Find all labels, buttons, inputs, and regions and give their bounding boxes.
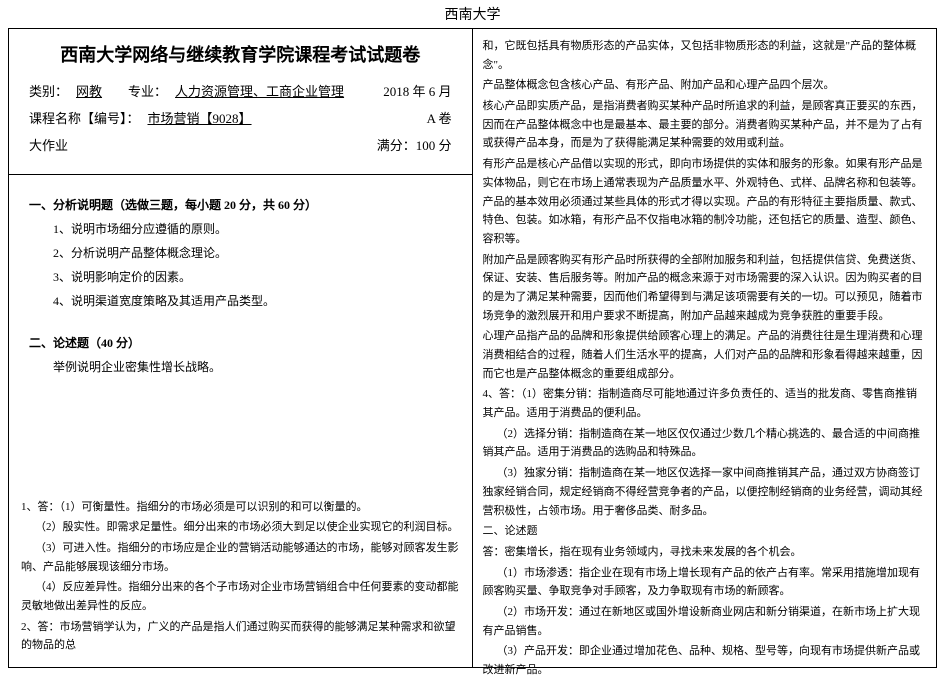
r-p7: 4、答：（1）密集分销：指制造商尽可能地通过许多负责任的、适当的批发商、零售商推… <box>483 385 927 422</box>
r-p13: （2）市场开发：通过在新地区或国外增设新商业网店和新分销渠道，在新市场上扩大现有… <box>483 603 927 640</box>
r-p2: 产品整体概念包含核心产品、有形产品、附加产品和心理产品四个层次。 <box>483 76 927 95</box>
r-p6: 心理产品指产品的品牌和形象提供给顾客心理上的满足。产品的消费往往是生理消费和心理… <box>483 327 927 383</box>
meta-row-1: 类别： 网教 专业： 人力资源管理、工商企业管理 2018 年 6 月 <box>29 81 452 100</box>
ans-line-5: 2、答：市场营销学认为，广义的产品是指人们通过购买而获得的能够满足某种需求和欲望… <box>21 618 460 655</box>
ans-line-1: 1、答：（1）可衡量性。指细分的市场必须是可以识别的和可以衡量的。 <box>21 498 460 517</box>
university-name: 西南大学 <box>0 0 945 28</box>
q1-1: 1、说明市场细分应遵循的原则。 <box>29 217 452 241</box>
type-label: 类别： <box>29 81 68 100</box>
exam-title: 西南大学网络与继续教育学院课程考试试题卷 <box>29 41 452 67</box>
course-value: 市场营销【9028】 <box>146 108 254 127</box>
ans-line-3: （3）可进入性。指细分的市场应是企业的营销活动能够通达的市场，能够对顾客发生影响… <box>21 539 460 576</box>
date-value: 2018 年 6 月 <box>383 81 451 100</box>
q1-3: 3、说明影响定价的因素。 <box>29 265 452 289</box>
major-value: 人力资源管理、工商企业管理 <box>173 81 346 100</box>
answers-bottom: 1、答：（1）可衡量性。指细分的市场必须是可以识别的和可以衡量的。 （2）殷实性… <box>9 490 472 668</box>
r-p5: 附加产品是顾客购买有形产品时所获得的全部附加服务和利益，包括提供信贷、免费送货、… <box>483 251 927 326</box>
ans-line-4: （4）反应差异性。指细分出来的各个子市场对企业市场营销组合中任何要素的变动都能灵… <box>21 578 460 615</box>
r-p10: 二、论述题 <box>483 522 927 541</box>
r-p8: （2）选择分销：指制造商在某一地区仅仅通过少数几个精心挑选的、最合适的中间商推销… <box>483 425 927 462</box>
gap <box>29 313 452 325</box>
q1-4: 4、说明渠道宽度策略及其适用产品类型。 <box>29 289 452 313</box>
q1-2: 2、分析说明产品整体概念理论。 <box>29 241 452 265</box>
section-1-title: 一、分析说明题（选做三题，每小题 20 分，共 60 分） <box>29 193 452 217</box>
r-p14: （3）产品开发：即企业通过增加花色、品种、规格、型号等，向现有市场提供新产品或改… <box>483 642 927 679</box>
r-p3: 核心产品即实质产品，是指消费者购买某种产品时所追求的利益，是顾客真正要买的东西，… <box>483 97 927 153</box>
header-box: 西南大学网络与继续教育学院课程考试试题卷 类别： 网教 专业： 人力资源管理、工… <box>9 29 472 175</box>
work-label: 大作业 <box>29 135 68 154</box>
type-value: 网教 <box>74 81 104 100</box>
page-frame: 西南大学网络与继续教育学院课程考试试题卷 类别： 网教 专业： 人力资源管理、工… <box>8 28 937 668</box>
r-p12: （1）市场渗透：指企业在现有市场上增长现有产品的依产占有率。常采用措施增加现有顾… <box>483 564 927 601</box>
meta-row-2: 课程名称【编号】： 市场营销【9028】 A 卷 <box>29 108 452 127</box>
left-column: 西南大学网络与继续教育学院课程考试试题卷 类别： 网教 专业： 人力资源管理、工… <box>9 29 473 667</box>
section-2-title: 二、论述题（40 分） <box>29 331 452 355</box>
course-label: 课程名称【编号】： <box>29 108 140 127</box>
r-p11: 答：密集增长，指在现有业务领域内，寻找未来发展的各个机会。 <box>483 543 927 562</box>
paper-value: A 卷 <box>427 108 452 127</box>
r-p1: 和，它既包括具有物质形态的产品实体，又包括非物质形态的利益，这就是"产品的整体概… <box>483 37 927 74</box>
score-value: 满分：100 分 <box>377 135 452 154</box>
right-column: 和，它既包括具有物质形态的产品实体，又包括非物质形态的利益，这就是"产品的整体概… <box>473 29 937 667</box>
major-label: 专业： <box>128 81 167 100</box>
meta-row-3: 大作业 满分：100 分 <box>29 135 452 154</box>
r-p4: 有形产品是核心产品借以实现的形式，即向市场提供的实体和服务的形象。如果有形产品是… <box>483 155 927 248</box>
ans-line-2: （2）殷实性。即需求足量性。细分出来的市场必须大到足以使企业实现它的利润目标。 <box>21 518 460 537</box>
questions-area: 一、分析说明题（选做三题，每小题 20 分，共 60 分） 1、说明市场细分应遵… <box>9 175 472 490</box>
r-p9: （3）独家分销：指制造商在某一地区仅选择一家中间商推销其产品，通过双方协商签订独… <box>483 464 927 520</box>
q2-1: 举例说明企业密集性增长战略。 <box>29 355 452 379</box>
